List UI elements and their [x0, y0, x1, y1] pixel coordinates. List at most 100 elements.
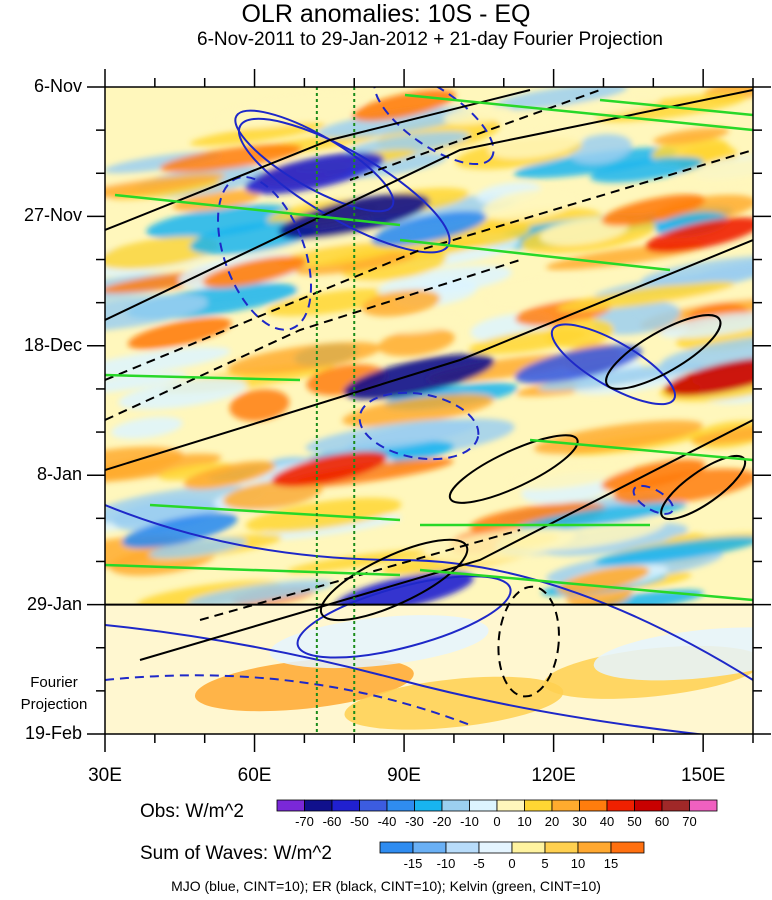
- er-contour: [105, 149, 753, 381]
- obs-feature-2: [371, 211, 487, 247]
- obs-colorbar-swatch: [689, 799, 718, 812]
- x-tick-label: 120E: [531, 765, 576, 786]
- mjo-contour: [550, 323, 677, 406]
- chart-subtitle: 6-Nov-2011 to 29-Jan-2012 + 21-day Fouri…: [197, 29, 663, 50]
- y-tick-label: 8-Jan: [36, 464, 82, 485]
- obs-field-blob: [159, 144, 303, 173]
- obs-feature-9: [645, 217, 753, 253]
- obs-colorbar-swatch: [276, 799, 305, 812]
- obs-field-blob: [105, 371, 187, 395]
- axes: [87, 69, 771, 752]
- y-tick-label: 29-Jan: [26, 593, 82, 614]
- obs-colorbar-swatch: [551, 799, 580, 812]
- obs-feature-10: [271, 451, 388, 487]
- obs-colorbar-swatch: [441, 799, 470, 812]
- obs-colorbar-swatch: [524, 799, 553, 812]
- obs-field-blob: [105, 446, 184, 485]
- obs-colorbar-swatch: [579, 799, 608, 812]
- obs-feature-12: [601, 459, 706, 492]
- obs-field-blob: [388, 314, 463, 334]
- waves-colorbar-swatch: [445, 841, 480, 854]
- waves-colorbar-tick-label: 10: [570, 856, 586, 871]
- projection-feature-1: [344, 676, 564, 730]
- wave-contours: [105, 87, 753, 734]
- mjo-contour: [105, 624, 706, 734]
- x-tick-label: 150E: [680, 765, 726, 786]
- obs-field-blob: [105, 347, 231, 377]
- obs-field-blob: [295, 252, 416, 275]
- obs-feature-3: [343, 353, 495, 400]
- obs-colorbar-tick-label: 0: [493, 814, 501, 829]
- er-contour: [497, 585, 560, 698]
- obs-field-blob: [111, 416, 183, 439]
- obs-field-blob: [546, 319, 614, 348]
- er-contour: [105, 239, 753, 471]
- obs-colorbar-tick-label: 40: [599, 814, 615, 829]
- kelvin-contour: [105, 563, 401, 577]
- y-tick-label: 27-Nov: [23, 205, 82, 226]
- kelvin-contour: [599, 98, 753, 117]
- obs-field-blob: [569, 134, 632, 164]
- waves-colorbar-tick-label: -15: [403, 856, 423, 871]
- obs-colorbar-tick-label: 10: [517, 814, 532, 829]
- waves-colorbar-tick-label: -5: [473, 856, 485, 871]
- obs-field-blob: [222, 479, 323, 510]
- obs-field-blob: [491, 87, 628, 110]
- obs-colorbar-swatch: [634, 799, 663, 812]
- obs-colorbar-swatch: [661, 799, 690, 812]
- er-contour: [105, 89, 531, 231]
- y-tick-label: 19-Feb: [24, 723, 82, 743]
- obs-field-blob: [377, 265, 512, 297]
- kelvin-contour: [404, 93, 753, 132]
- obs-field-blob: [105, 236, 220, 270]
- obs-colorbar-swatch: [359, 799, 388, 812]
- obs-field-blob: [361, 289, 441, 317]
- obs-field-blob: [146, 204, 294, 239]
- x-tick-label: 90E: [387, 765, 421, 786]
- obs-field-blob: [659, 312, 753, 338]
- obs-field-blob: [674, 156, 753, 188]
- obs-feature-16: [557, 565, 650, 595]
- obs-colorbar-tick-label: -20: [432, 814, 452, 829]
- obs-colorbar-tick-label: 20: [544, 814, 560, 829]
- obs-colorbar-tick-label: -30: [405, 814, 424, 829]
- obs-field-blob: [305, 419, 477, 454]
- mjo-contour: [632, 484, 675, 515]
- obs-colorbar-tick-label: -40: [377, 814, 397, 829]
- waves-colorbar-tick-label: 15: [603, 856, 619, 871]
- waves-colorbar-swatch: [379, 841, 414, 854]
- waves-colorbar-tick-label: 0: [508, 856, 516, 871]
- obs-field-blob: [105, 294, 208, 332]
- obs-field-blob: [538, 363, 705, 391]
- projection-feature-0: [194, 658, 414, 712]
- obs-field-blob: [488, 129, 585, 159]
- obs-field-blob: [158, 462, 235, 481]
- obs-field-blob: [594, 536, 753, 566]
- obs-feature-4: [514, 345, 643, 384]
- kelvin-contour: [419, 568, 753, 602]
- er-contour: [139, 419, 753, 661]
- obs-colorbar-tick-label: 60: [654, 814, 670, 829]
- waves-colorbar-swatch: [577, 841, 612, 854]
- obs-field-blob: [660, 333, 753, 371]
- y-tick-label: 18-Dec: [23, 334, 82, 355]
- obs-field-blob: [691, 421, 753, 445]
- mjo-contour: [105, 504, 753, 681]
- obs-field-blob: [508, 462, 631, 491]
- olr-field: [105, 87, 753, 734]
- obs-colorbar-swatch: [414, 799, 443, 812]
- mjo-contour: [358, 391, 480, 461]
- waves-colorbar-tick-label: -10: [436, 856, 456, 871]
- er-contour: [448, 434, 579, 504]
- obs-feature-11: [664, 357, 753, 396]
- obs-colorbar-tick-label: -70: [295, 814, 314, 829]
- obs-field-blob: [579, 589, 704, 605]
- obs-field-blob: [486, 278, 583, 307]
- obs-colorbar-swatch: [331, 799, 360, 812]
- obs-colorbar-swatch: [386, 799, 415, 812]
- colorbars: [276, 799, 718, 854]
- projection-feature-3: [269, 615, 489, 669]
- waves-colorbar-swatch: [478, 841, 513, 854]
- kelvin-contour: [149, 503, 401, 522]
